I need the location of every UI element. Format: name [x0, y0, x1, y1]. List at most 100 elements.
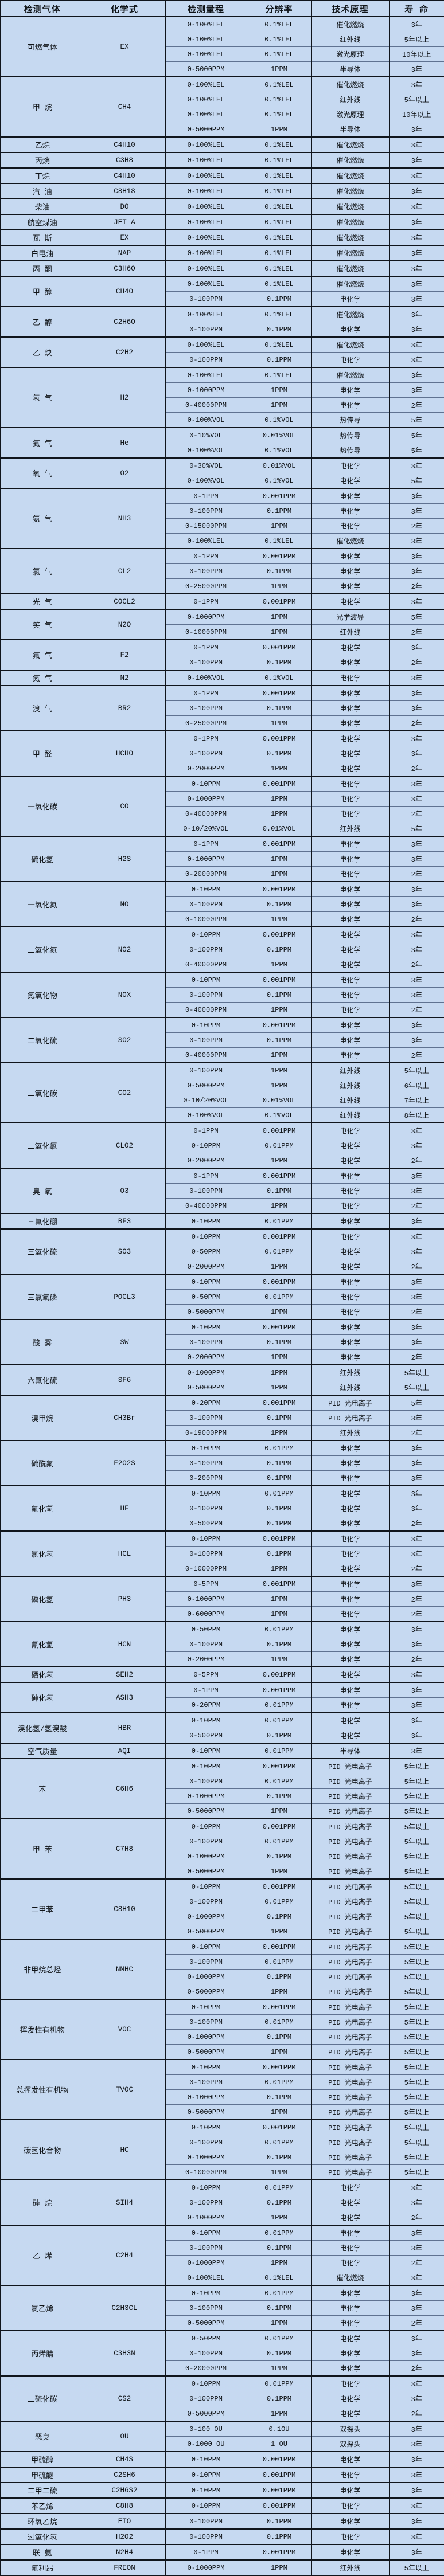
table-row: 0-2000PPM 1PPM 电化学 2年	[1, 761, 444, 776]
principle-cell: 电化学	[311, 730, 390, 746]
table-row: 0-100PPM 0.01PPM PID 光电离子 5年以上	[1, 1894, 444, 1909]
range-cell: 0-6000PPM	[165, 1606, 247, 1622]
range-cell: 0-5000PPM	[165, 2406, 247, 2421]
range-cell: 0-1000PPM	[165, 2255, 247, 2270]
chemical-formula-cell: CO	[83, 776, 166, 836]
lifespan-cell: 5年	[388, 1395, 444, 1411]
chemical-formula-cell: TVOC	[83, 2059, 166, 2120]
lifespan-cell: 10年以上	[388, 46, 444, 62]
chemical-formula-cell: HCN	[83, 1621, 166, 1667]
principle-cell: 电化学	[311, 942, 390, 957]
range-cell: 0-100PPM	[165, 2240, 247, 2256]
table-row: 0-100%VOL 0.1%VOL 红外线 8年以上	[1, 1107, 444, 1123]
table-row: 0-1000PPM 0.1PPM PID 光电离子 5年以上	[1, 2150, 444, 2165]
principle-cell: PID 光电离子	[311, 2119, 390, 2135]
lifespan-cell: 5年以上	[388, 2089, 444, 2105]
table-row: 碳氢化合物 HC 0-10PPM 0.001PPM PID 光电离子 5年以上	[0, 2119, 444, 2180]
principle-cell: 电化学	[311, 1032, 390, 1048]
table-row: 0-100%LEL 0.1%LEL 催化燃烧 3年	[1, 2270, 444, 2285]
principle-cell: 电化学	[311, 578, 390, 594]
gas-name-cell: 笑 气	[0, 609, 84, 640]
resolution-cell: 0.001PPM	[246, 2467, 312, 2483]
table-row: 光 气 COCL2 0-1PPM 0.001PPM 电化学 3年	[0, 593, 444, 609]
table-row: 0-50PPM 0.01PPM 电化学 3年	[1, 1289, 444, 1305]
principle-cell: 电化学	[311, 685, 390, 701]
range-cell: 0-10PPM	[165, 1712, 247, 1728]
gas-name-cell: 可燃气体	[0, 16, 84, 77]
range-cell: 0-100PPM	[165, 1894, 247, 1909]
range-cell: 0-100%LEL	[165, 92, 247, 107]
table-row: 0-5000PPM 1PPM 红外线 6年以上	[1, 1078, 444, 1093]
lifespan-cell: 3年	[388, 776, 444, 792]
lifespan-cell: 3年	[388, 136, 444, 152]
lifespan-cell: 2年	[388, 2255, 444, 2270]
lifespan-cell: 2年	[388, 715, 444, 731]
range-cell: 0-1PPM	[165, 730, 247, 746]
gas-name-cell: 挥发性有机物	[0, 1999, 84, 2060]
chemical-formula-cell: NOX	[83, 972, 166, 1017]
resolution-cell: 0.1%LEL	[246, 152, 312, 168]
chemical-formula-cell: C3H3N	[83, 2330, 166, 2376]
principle-cell: 催化燃烧	[311, 245, 390, 261]
lifespan-cell: 3年	[388, 1138, 444, 1153]
lifespan-cell: 3年	[388, 1743, 444, 1759]
gas-name-cell: 丙烯腈	[0, 2330, 84, 2376]
resolution-cell: 0.1%LEL	[246, 336, 312, 353]
principle-cell: 电化学	[311, 1122, 390, 1138]
lifespan-cell: 5年以上	[388, 2074, 444, 2090]
principle-cell: 电化学	[311, 1228, 390, 1244]
lifespan-cell: 3年	[388, 245, 444, 261]
resolution-cell: 0.1%LEL	[246, 306, 312, 322]
principle-cell: 电化学	[311, 1621, 390, 1637]
principle-cell: PID 光电离子	[311, 1999, 390, 2015]
table-row: 0-100%VOL 0.1%VOL 热传导 5年	[1, 412, 444, 428]
principle-cell: 催化燃烧	[311, 183, 390, 199]
principle-cell: 电化学	[311, 896, 390, 912]
range-cell: 0-100PPM	[165, 1834, 247, 1849]
resolution-cell: 0.001PPM	[246, 2451, 312, 2467]
table-row: 氟 气 F2 0-1PPM 0.001PPM 电化学 3年	[0, 639, 444, 670]
resolution-cell: 0.001PPM	[246, 1666, 312, 1682]
lifespan-cell: 3年	[388, 2225, 444, 2241]
range-cell: 0-200PPM	[165, 1470, 247, 1486]
chemical-formula-cell: NO	[83, 881, 166, 927]
principle-cell: 半导体	[311, 1743, 390, 1759]
lifespan-cell: 5年以上	[388, 2029, 444, 2045]
resolution-cell: 1PPM	[246, 866, 312, 882]
resolution-cell: 0.1PPM	[246, 1334, 312, 1350]
table-row: 二氧化氯 CLO2 0-1PPM 0.001PPM 电化学 3年	[0, 1122, 444, 1168]
table-row: 苯 C6H6 0-10PPM 0.001PPM PID 光电离子 5年以上	[0, 1758, 444, 1819]
range-cell: 0-100%VOL	[165, 443, 247, 458]
range-cell: 0-40000PPM	[165, 1047, 247, 1063]
lifespan-cell: 3年	[388, 61, 444, 77]
principle-cell: 电化学	[311, 1455, 390, 1471]
principle-cell: 红外线	[311, 1078, 390, 1093]
resolution-cell: 1PPM	[246, 911, 312, 927]
lifespan-cell: 3年	[388, 2330, 444, 2346]
lifespan-cell: 3年	[388, 2467, 444, 2483]
lifespan-cell: 3年	[388, 322, 444, 337]
chemical-formula-cell: C8H10	[83, 1878, 166, 1939]
resolution-cell: 0.1%LEL	[246, 167, 312, 183]
lifespan-cell: 5年以上	[388, 1984, 444, 1999]
lifespan-cell: 3年	[388, 2497, 444, 2514]
table-row: 0-2000PPM 1PPM 电化学 2年	[1, 1651, 444, 1667]
resolution-cell: 1PPM	[246, 715, 312, 731]
range-cell: 0-100%LEL	[165, 276, 247, 292]
gas-name-cell: 硫酰氟	[0, 1440, 84, 1486]
table-row: 0-100PPM 0.1PPM 电化学 3年	[1, 2391, 444, 2406]
range-cell: 0-10PPM	[165, 1274, 247, 1290]
resolution-cell: 1PPM	[246, 1606, 312, 1622]
gas-name-cell: 甲 烷	[0, 76, 84, 137]
gas-name-cell: 二甲苯	[0, 1878, 84, 1939]
chemical-formula-cell: C3H6O	[83, 260, 166, 276]
principle-cell: 电化学	[311, 1274, 390, 1290]
table-row: 0-200PPM 0.1PPM 电化学 3年	[1, 1470, 444, 1486]
range-cell: 0-500PPM	[165, 1516, 247, 1531]
principle-cell: 催化燃烧	[311, 167, 390, 183]
resolution-cell: 0.001PPM	[246, 1274, 312, 1290]
resolution-cell: 0.01PPM	[246, 1697, 312, 1713]
gas-name-cell: 联 氨	[0, 2544, 84, 2560]
range-cell: 0-100PPM	[165, 2513, 247, 2529]
